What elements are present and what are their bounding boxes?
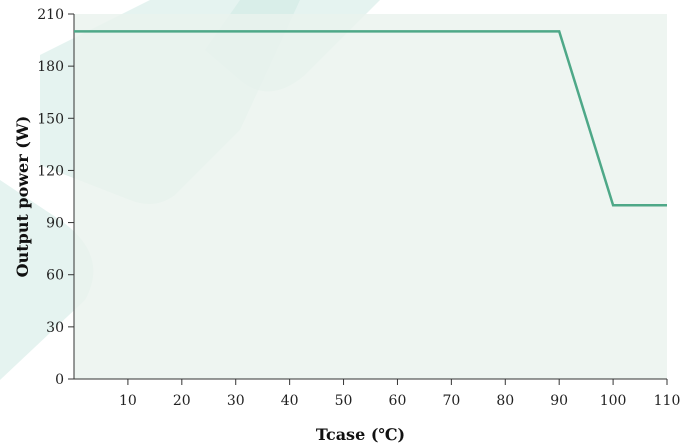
plot-area (74, 14, 667, 379)
y-tick-label: 180 (37, 59, 64, 75)
y-axis: 0 30 60 90 120 150 180 210 (37, 7, 75, 388)
y-tick-label: 0 (55, 372, 64, 388)
series-line-0 (74, 30, 667, 207)
x-tick-label: 20 (173, 393, 191, 409)
x-tick-label: 10 (119, 393, 137, 409)
x-tick-label: 100 (600, 393, 627, 409)
y-tick-label: 60 (46, 268, 64, 284)
watermark-shape-2 (0, 180, 94, 380)
y-tick-label: 90 (46, 216, 64, 232)
series-group (74, 30, 667, 207)
x-tick-label: 70 (442, 393, 460, 409)
x-tick-label: 110 (654, 393, 681, 409)
y-tick-label: 210 (37, 7, 64, 23)
x-tick-label: 40 (281, 393, 299, 409)
x-axis-title: Tcase (℃) (316, 425, 405, 444)
x-axis: 10 20 30 40 50 60 70 80 90 100 110 (74, 378, 681, 409)
y-tick-label: 150 (37, 111, 64, 127)
y-axis-title: Output power (W) (13, 116, 32, 278)
x-tick-label: 90 (550, 393, 568, 409)
x-tick-label: 50 (335, 393, 353, 409)
x-tick-label: 80 (496, 393, 514, 409)
x-tick-label: 60 (389, 393, 407, 409)
y-tick-label: 120 (37, 163, 64, 179)
x-tick-label: 30 (227, 393, 245, 409)
y-tick-label: 30 (46, 320, 64, 336)
